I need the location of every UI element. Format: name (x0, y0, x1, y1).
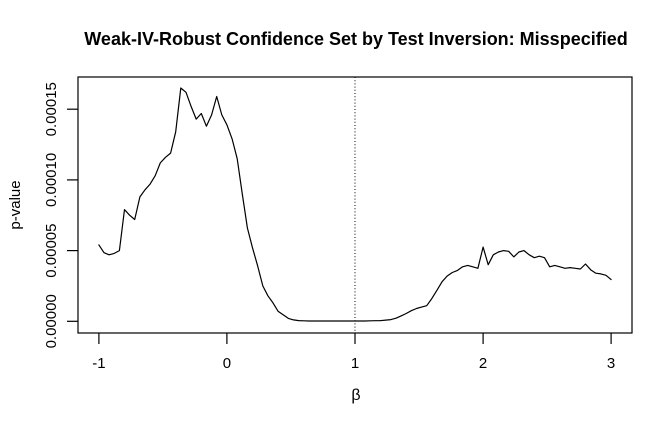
y-tick-label: 0.00005 (43, 223, 60, 277)
x-tick-label: 1 (351, 355, 359, 372)
x-axis: -1 0 1 2 3 (92, 333, 615, 372)
x-tick-label: 2 (479, 355, 487, 372)
x-tick-label: 3 (607, 355, 615, 372)
y-axis: 0.00000 0.00005 0.00010 0.00015 (43, 82, 78, 348)
y-tick-label: 0.00015 (43, 82, 60, 136)
p-value-curve (98, 87, 612, 322)
chart-title: Weak-IV-Robust Confidence Set by Test In… (84, 29, 627, 49)
y-tick-label: 0.00010 (43, 153, 60, 207)
x-tick-label: -1 (92, 355, 105, 372)
x-axis-label: β (351, 387, 360, 404)
y-tick-label: 0.00000 (43, 294, 60, 348)
y-axis-label: p-value (7, 180, 24, 229)
x-tick-label: 0 (223, 355, 231, 372)
